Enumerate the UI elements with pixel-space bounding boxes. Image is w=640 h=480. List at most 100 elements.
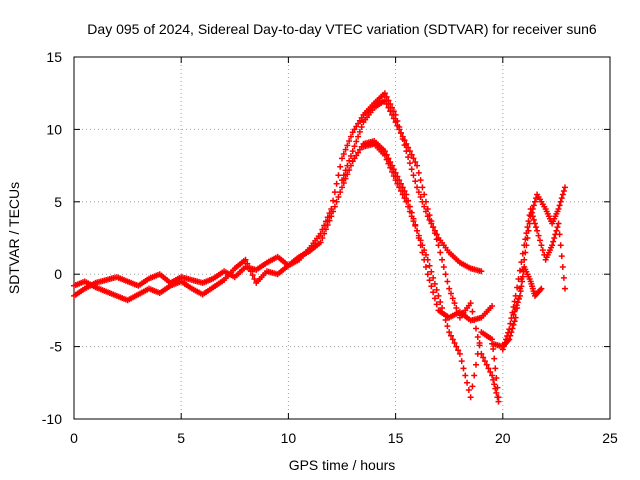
data-point [446, 329, 453, 336]
data-point-interp [528, 209, 535, 216]
data-point-interp [428, 218, 435, 225]
data-point-interp [415, 169, 422, 176]
data-point-interp [471, 317, 478, 324]
data-point-interp [431, 230, 438, 237]
data-point-interp [390, 115, 397, 122]
data-point-interp [473, 325, 479, 332]
data-point-interp [451, 339, 458, 346]
data-point-interp [387, 108, 394, 115]
data-point-interp [440, 311, 447, 318]
data-point-interp [324, 214, 331, 221]
data-point-interp [342, 146, 349, 153]
data-point-interp [422, 263, 429, 270]
data-point-interp [383, 156, 390, 163]
data-point-interp [439, 304, 446, 311]
data-point-interp [440, 263, 447, 270]
data-point-interp [335, 172, 342, 179]
data-point-interp [401, 195, 408, 202]
series-satellite-track-d [339, 97, 502, 405]
data-point-interp [453, 343, 460, 350]
data-point-interp [333, 198, 340, 205]
data-point-interp [319, 235, 326, 241]
data-point-interp [428, 268, 435, 275]
data-point-interp [421, 191, 428, 198]
data-point [414, 227, 421, 234]
data-point-interp [406, 148, 413, 155]
data-point-interp [410, 218, 417, 225]
data-point-interp [481, 358, 488, 365]
data-point [467, 300, 474, 307]
data-point-interp [249, 272, 256, 279]
data-point-interp [551, 235, 558, 241]
data-point [467, 394, 474, 401]
data-point-interp [525, 218, 532, 225]
data-point-interp [405, 203, 412, 210]
data-point-interp [347, 133, 354, 140]
data-point-interp [406, 160, 413, 167]
data-point [478, 268, 485, 275]
data-point-interp [539, 247, 546, 254]
data-point [349, 148, 356, 155]
data-point-interp [397, 187, 404, 194]
data-point-interp [426, 212, 433, 219]
data-point-interp [433, 236, 440, 243]
data-point [381, 152, 388, 159]
data-point-interp [508, 315, 515, 322]
data-point [495, 398, 502, 405]
x-tick-label: 10 [281, 430, 297, 446]
x-axis-label: GPS time / hours [289, 457, 396, 473]
data-point-interp [559, 263, 566, 270]
data-point-interp [519, 250, 526, 257]
data-point-interp [417, 177, 424, 184]
data-point-interp [493, 374, 500, 381]
data-point-interp [387, 164, 394, 171]
data-point-interp [337, 163, 344, 170]
data-point-interp [412, 222, 419, 229]
data-point-interp [515, 296, 522, 303]
data-point-interp [483, 361, 490, 368]
x-tick-label: 15 [388, 430, 404, 446]
data-point [242, 256, 249, 263]
data-point-interp [426, 277, 433, 284]
data-point-interp [431, 280, 438, 287]
data-point-interp [431, 295, 438, 302]
data-point-interp [444, 278, 451, 285]
data-point-interp [351, 143, 358, 150]
y-axis-label: SDTVAR / TECUs [6, 182, 22, 294]
grid [74, 57, 610, 419]
data-point-interp [500, 343, 507, 350]
data-point [561, 285, 568, 292]
data-point [561, 184, 568, 191]
data-point [538, 285, 545, 292]
data-point-interp [394, 122, 401, 129]
data-point-interp [493, 389, 500, 396]
data-point-interp [326, 217, 333, 224]
data-point [317, 239, 324, 246]
data-point-interp [513, 302, 520, 309]
data-point-interp [251, 276, 258, 283]
data-point-interp [558, 253, 565, 260]
data-point-interp [524, 224, 531, 231]
data-point-interp [417, 193, 424, 200]
data-point-interp [507, 320, 514, 327]
y-tick-label: -10 [42, 411, 62, 427]
data-point-interp [535, 232, 542, 239]
data-point-interp [410, 172, 417, 179]
data-point-interp [553, 227, 560, 234]
data-point-interp [492, 385, 499, 392]
data-point-interp [511, 318, 518, 325]
data-point-interp [247, 268, 254, 275]
data-point-interp [522, 236, 529, 243]
data-point-interp [491, 355, 498, 362]
data-point-interp [417, 237, 424, 244]
data-point [414, 184, 421, 191]
x-tick-label: 0 [70, 430, 78, 446]
data-point-interp [515, 276, 522, 283]
data-point [446, 285, 453, 292]
data-point [521, 242, 528, 249]
data-point-interp [385, 160, 392, 167]
data-point-interp [514, 284, 521, 291]
data-point-interp [406, 208, 413, 215]
data-point-interp [444, 323, 451, 330]
series-satellite-track-b [71, 137, 496, 324]
